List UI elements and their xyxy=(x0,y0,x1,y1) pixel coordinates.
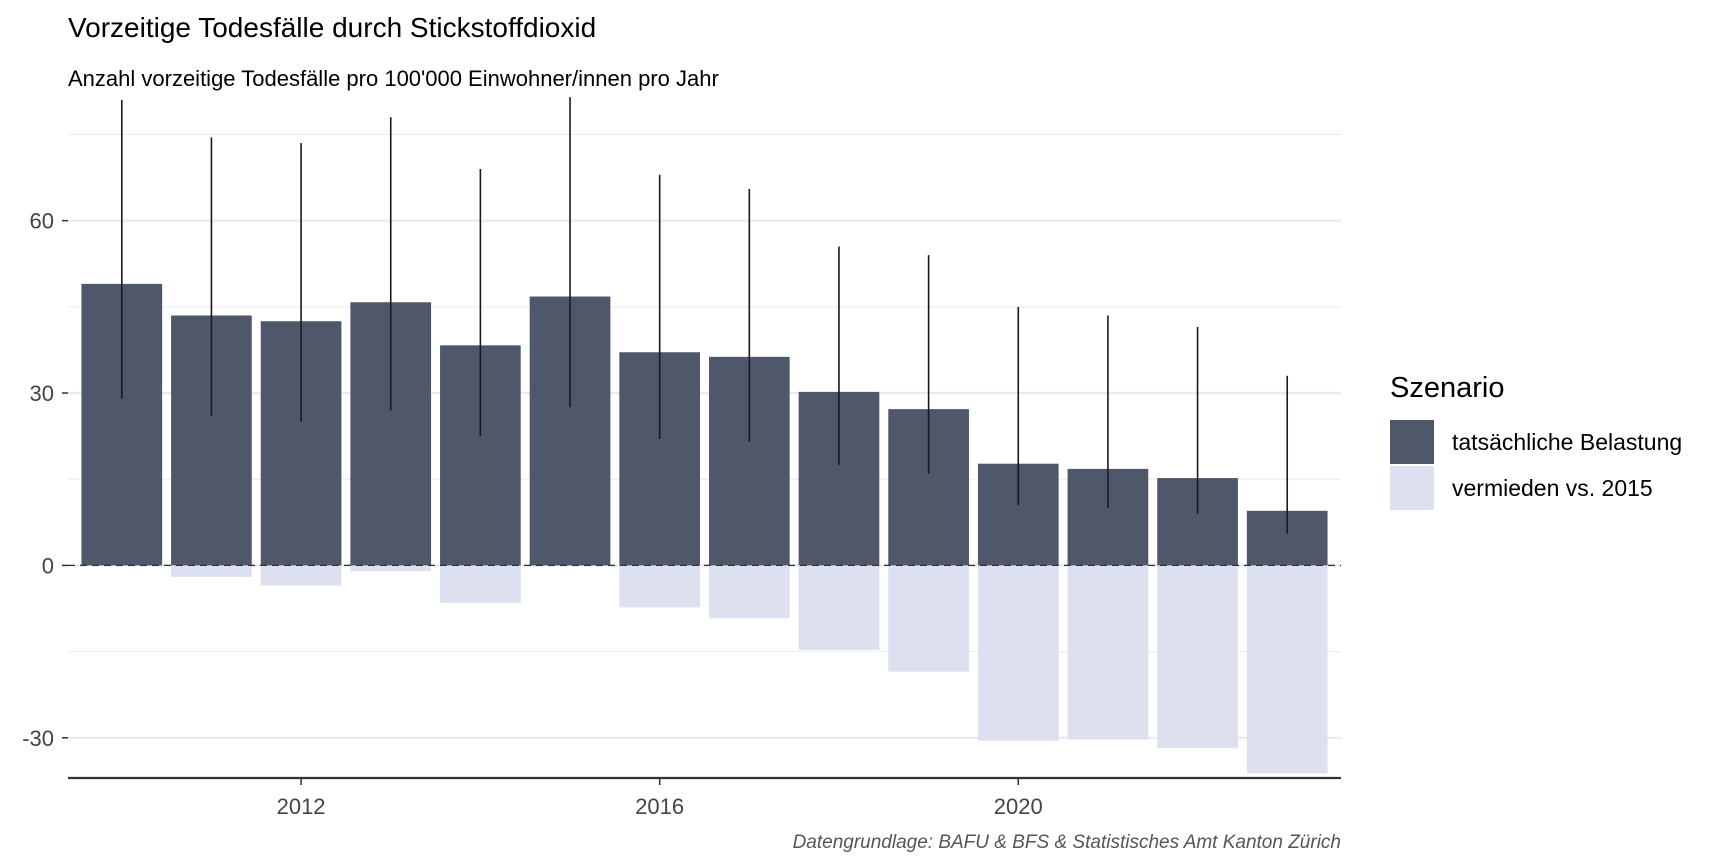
legend-key-actual xyxy=(1390,420,1434,464)
bar-avoided-2023 xyxy=(1246,565,1328,774)
legend-key-avoided xyxy=(1390,466,1434,510)
legend-label-avoided: vermieden vs. 2015 xyxy=(1452,474,1653,501)
bar-avoided-2014 xyxy=(440,565,521,603)
x-tick-label: 2016 xyxy=(635,794,684,819)
bar-avoided-2018 xyxy=(798,565,880,650)
bar-avoided-2019 xyxy=(888,565,969,672)
bar-avoided-2012 xyxy=(260,565,342,586)
y-tick-label: 60 xyxy=(30,209,54,234)
source-caption: Datengrundlage: BAFU & BFS & Statistisch… xyxy=(792,832,1341,853)
y-tick-label: 0 xyxy=(42,553,54,578)
bar-avoided-2020 xyxy=(977,565,1059,741)
bars xyxy=(81,283,1328,774)
legend-label-actual: tatsächliche Belastung xyxy=(1452,428,1683,455)
y-tick-label: 30 xyxy=(30,381,54,406)
x-tick-label: 2012 xyxy=(277,794,326,819)
legend-item-actual: tatsächliche Belastung xyxy=(1390,419,1682,465)
legend: Szenario tatsächliche Belastung vermiede… xyxy=(1390,372,1682,511)
bar-avoided-2022 xyxy=(1157,565,1238,749)
bar-avoided-2016 xyxy=(619,565,701,608)
legend-item-avoided: vermieden vs. 2015 xyxy=(1390,465,1682,511)
grid-lines xyxy=(68,133,1341,739)
bar-avoided-2011 xyxy=(171,565,252,577)
y-tick-label: -30 xyxy=(22,726,54,751)
bar-avoided-2021 xyxy=(1067,565,1149,740)
legend-title: Szenario xyxy=(1390,372,1505,404)
bar-avoided-2013 xyxy=(350,565,432,572)
chart-title: Vorzeitige Todesfälle durch Stickstoffdi… xyxy=(68,12,597,43)
bar-avoided-2017 xyxy=(708,565,790,619)
x-tick-label: 2020 xyxy=(994,794,1043,819)
chart-subtitle: Anzahl vorzeitige Todesfälle pro 100'000… xyxy=(68,66,719,91)
error-bars xyxy=(120,97,1289,534)
axes: -30 0 30 60 2012 2016 2020 xyxy=(22,209,1341,819)
